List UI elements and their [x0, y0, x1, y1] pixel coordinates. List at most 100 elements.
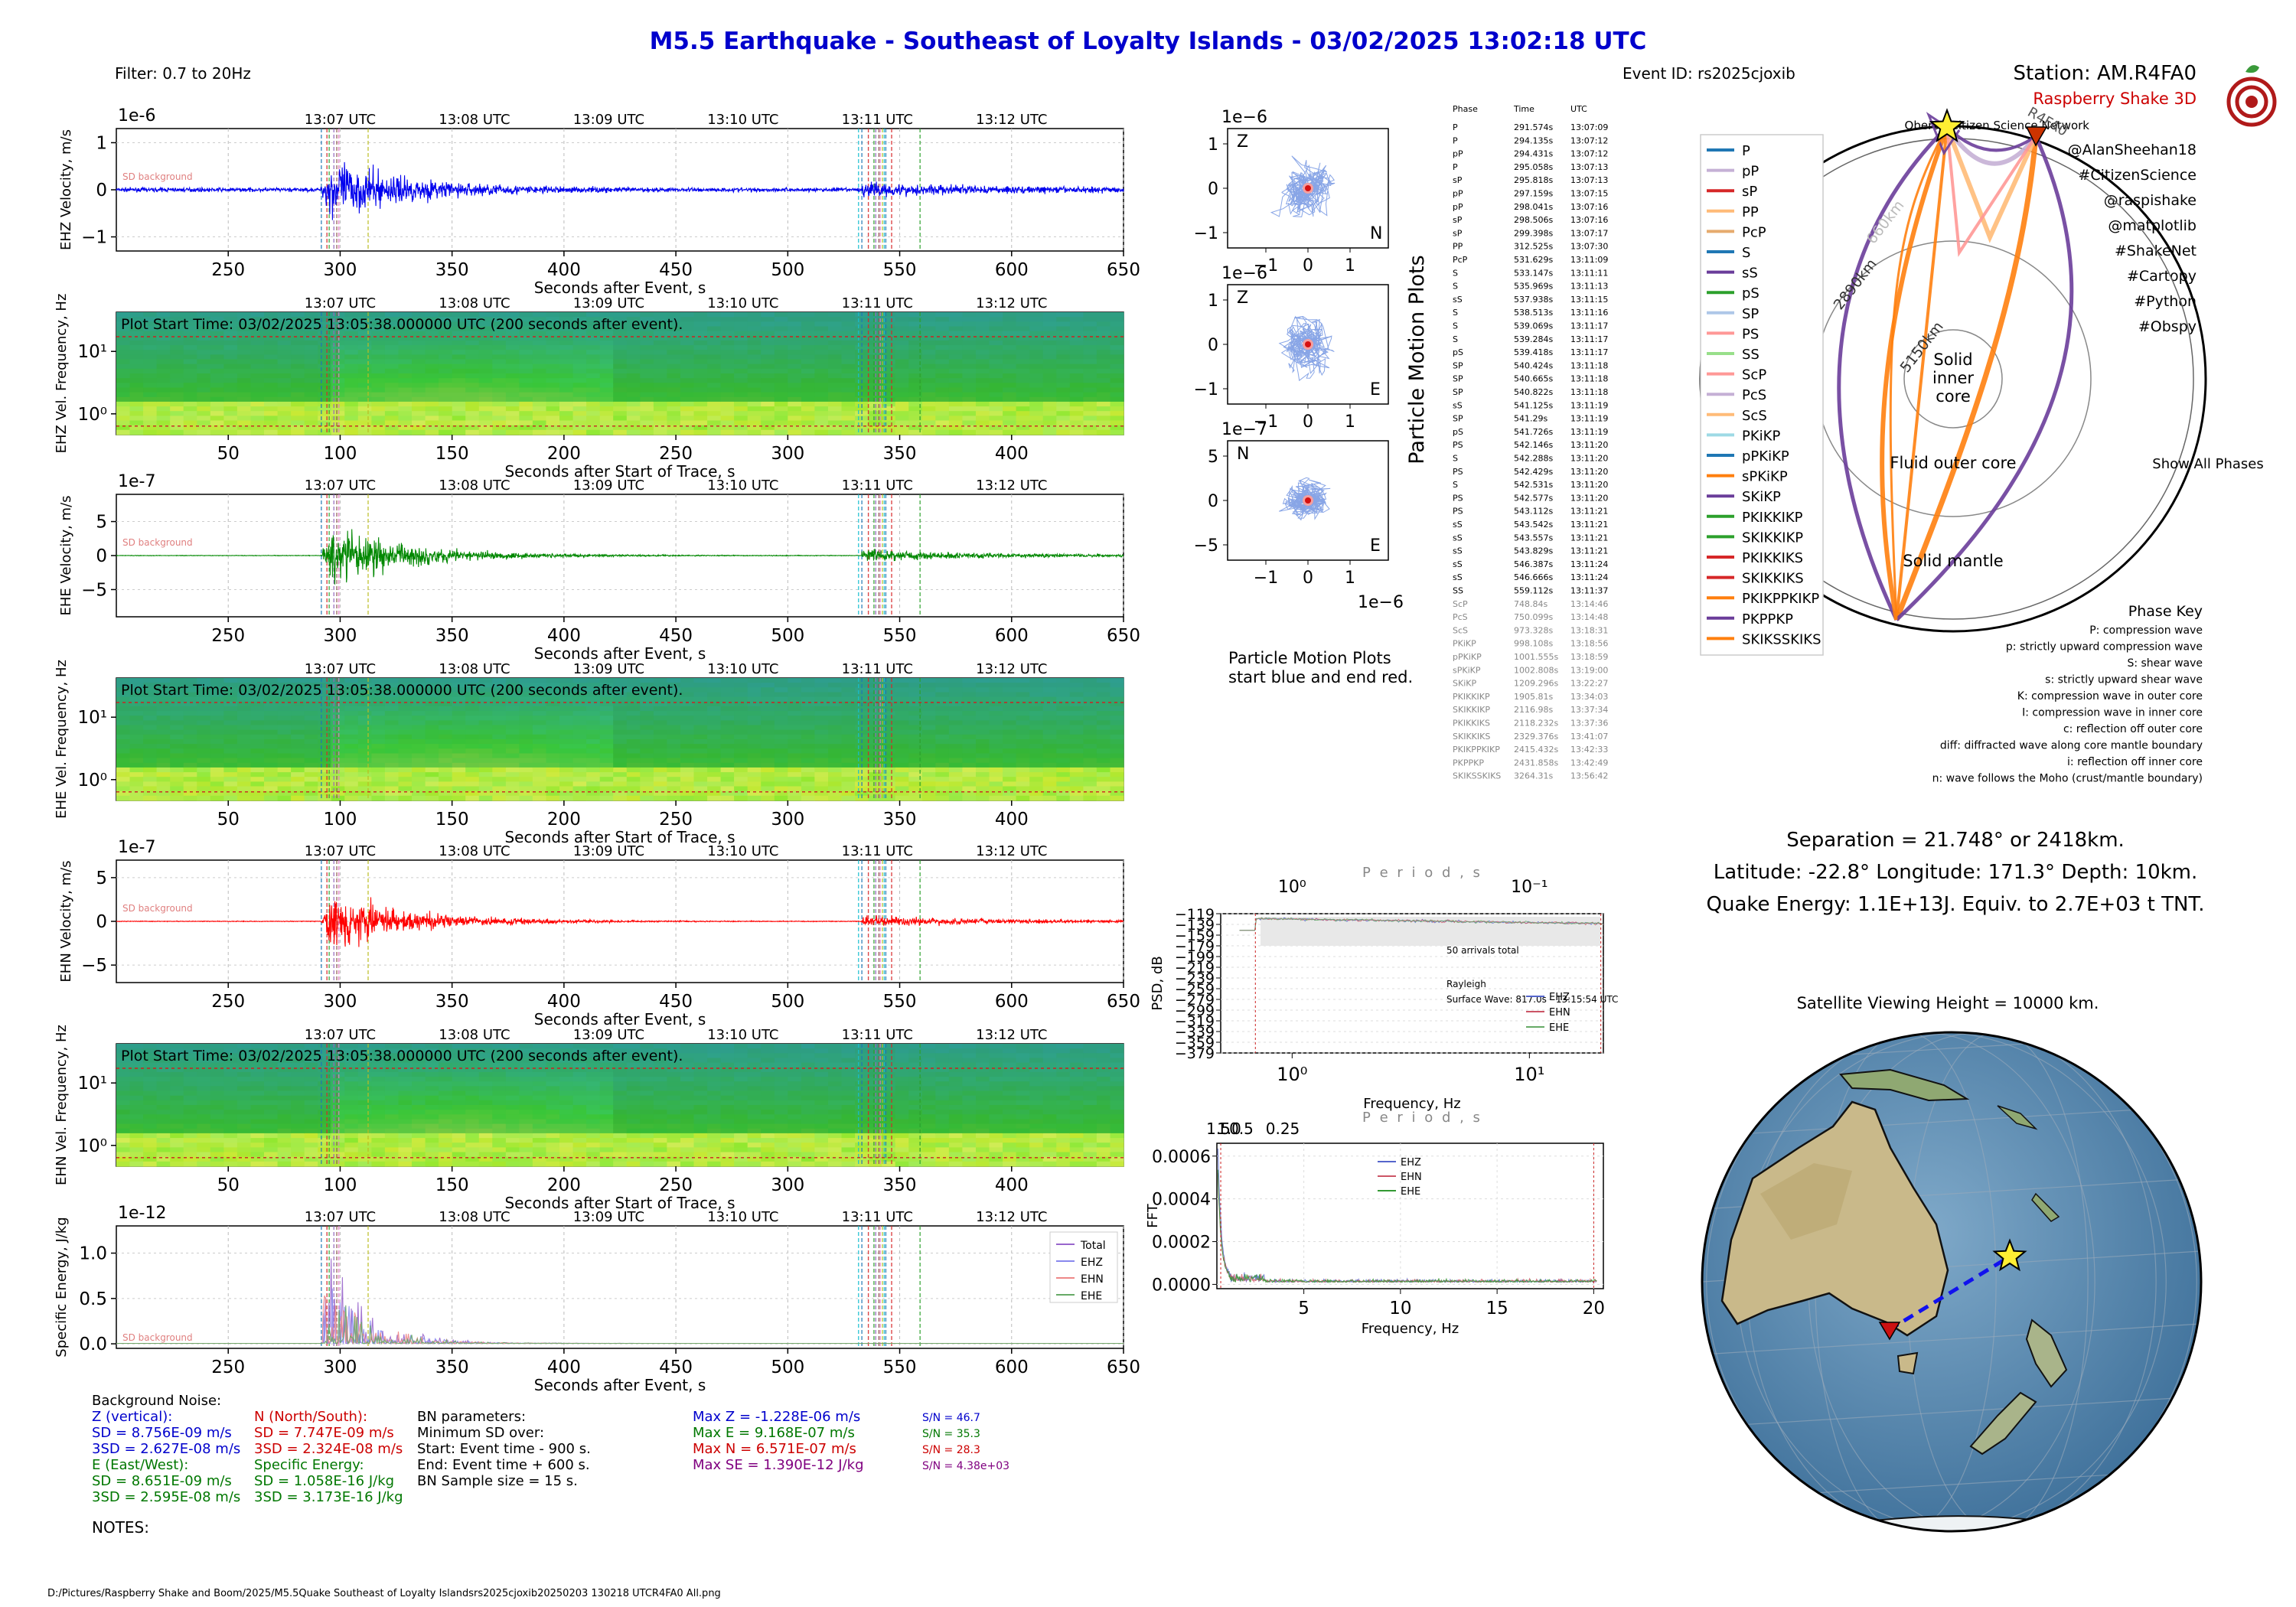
spectrogram-cell: [693, 786, 708, 792]
spectrogram-cell: [989, 392, 1003, 398]
spectrogram-cell: [734, 744, 748, 749]
spectrogram-cell: [546, 678, 560, 683]
spectrogram-cell: [156, 1086, 171, 1092]
spectrogram-cell: [371, 411, 386, 416]
spectrogram-cell: [1029, 711, 1044, 716]
spectrogram-cell: [277, 1067, 292, 1073]
spectrogram-cell: [505, 777, 520, 782]
spectrogram-cell: [1003, 368, 1017, 374]
spectrogram-cell: [236, 387, 251, 393]
spectrogram-cell: [559, 392, 574, 398]
spectrogram-cell: [613, 720, 628, 726]
spectrogram-cell: [116, 1095, 131, 1101]
spectrogram-cell: [948, 317, 963, 322]
spectrogram-cell: [210, 359, 224, 365]
spectrogram-cell: [613, 744, 628, 749]
spectrogram-cell: [1110, 739, 1124, 745]
spectrogram-cell: [412, 1110, 426, 1115]
spectrogram-cell: [761, 701, 775, 707]
spectrogram-cell: [223, 734, 238, 740]
spectrogram-cell: [156, 678, 171, 683]
spectrogram-cell: [1003, 363, 1017, 370]
spectrogram-cell: [1083, 772, 1097, 777]
spectrogram-cell: [572, 340, 587, 346]
spectrogram-cell: [1110, 326, 1124, 332]
spectrogram-cell: [183, 720, 197, 726]
spectrogram-cell: [747, 678, 762, 683]
spectrogram-cell: [908, 411, 923, 416]
spectrogram-cell: [183, 781, 197, 787]
spectrogram-cell: [841, 790, 856, 797]
spectrogram-cell: [546, 396, 560, 403]
spectrogram-cell: [318, 687, 332, 693]
spectrogram-cell: [962, 706, 977, 712]
spectrogram-cell: [1029, 762, 1044, 768]
spectrogram-cell: [304, 758, 318, 764]
spectrogram-cell: [492, 1128, 507, 1134]
spectrogram-cell: [1042, 701, 1057, 707]
spectrogram-cell: [478, 748, 493, 755]
spectrogram-cell: [828, 340, 843, 346]
spectrogram-cell: [371, 678, 386, 683]
spectrogram-cell: [734, 772, 748, 777]
spectrogram-cell: [371, 335, 386, 341]
spectrogram-cell: [1016, 312, 1030, 318]
spectrogram-cell: [989, 777, 1003, 782]
spectrogram-cell: [384, 1053, 399, 1059]
spectrogram-cell: [948, 748, 963, 755]
spectrogram-cell: [653, 429, 667, 435]
spectrogram-cell: [223, 317, 238, 322]
spectrogram-cell: [344, 1114, 359, 1120]
spectrogram-cell: [921, 729, 936, 735]
spectrogram-cell: [236, 420, 251, 426]
spectrogram-cell: [546, 706, 560, 712]
spectrogram-cell: [935, 781, 950, 787]
spectrogram-cell: [439, 692, 453, 698]
utc-tick: 13:10 UTC: [707, 661, 778, 677]
spectrogram-cell: [492, 1156, 507, 1162]
spectrogram-cell: [734, 396, 748, 403]
spectrogram-cell: [761, 416, 775, 422]
spectrogram-cell: [425, 411, 439, 416]
spectrogram-cell: [291, 777, 305, 782]
spectrogram-cell: [667, 331, 681, 337]
spectrogram-cell: [344, 420, 359, 426]
spectrogram-cell: [318, 734, 332, 740]
spectrogram-cell: [935, 368, 950, 374]
spectrogram-cell: [693, 739, 708, 745]
spectrogram-cell: [640, 687, 654, 693]
spectrogram-cell: [882, 345, 896, 350]
spectrogram-cell: [236, 1152, 251, 1158]
spectrogram-cell: [1056, 772, 1071, 777]
spectrogram-cell: [236, 350, 251, 355]
spectrogram-cell: [129, 1095, 144, 1101]
spectrogram-cell: [546, 683, 560, 688]
spectrogram-cell: [788, 706, 802, 712]
spectrogram-cell: [707, 350, 722, 355]
spectrogram-cell: [855, 790, 869, 797]
spectrogram-cell: [291, 786, 305, 792]
spectrogram-cell: [1003, 425, 1017, 431]
spectrogram-cell: [371, 777, 386, 782]
spectrogram-cell: [412, 350, 426, 355]
spectrogram-cell: [626, 795, 641, 801]
spectrogram-cell: [264, 683, 279, 688]
spectrogram-cell: [318, 1128, 332, 1134]
spectrogram-cell: [546, 762, 560, 768]
spectrogram-cell: [357, 1133, 372, 1139]
spectrogram-cell: [143, 762, 158, 768]
spectrogram-cell: [519, 753, 533, 759]
spectrogram-cell: [855, 368, 869, 374]
spectrogram-cell: [197, 425, 211, 431]
spectrogram-cell: [948, 772, 963, 777]
spectrogram-cell: [412, 1081, 426, 1087]
spectrogram-cell: [841, 392, 856, 398]
spectrogram-cell: [599, 790, 614, 797]
spectrogram-cell: [976, 335, 990, 341]
spectrogram-cell: [1110, 748, 1124, 755]
spectrogram-cell: [505, 767, 520, 773]
spectrogram-cell: [223, 335, 238, 341]
spectrogram-cell: [921, 335, 936, 341]
spectrogram-cell: [277, 335, 292, 341]
spectrogram-cell: [613, 340, 628, 346]
